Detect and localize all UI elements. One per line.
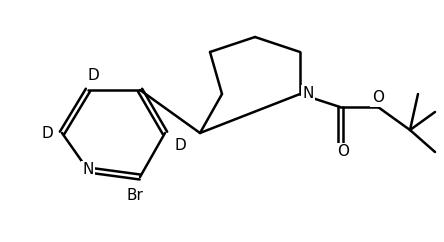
Text: D: D [87, 68, 99, 83]
Text: N: N [82, 162, 94, 177]
Text: Br: Br [127, 188, 143, 203]
Text: D: D [174, 137, 186, 152]
Text: N: N [302, 86, 314, 101]
Text: D: D [41, 126, 53, 141]
Text: O: O [372, 91, 384, 106]
Text: O: O [337, 144, 349, 159]
